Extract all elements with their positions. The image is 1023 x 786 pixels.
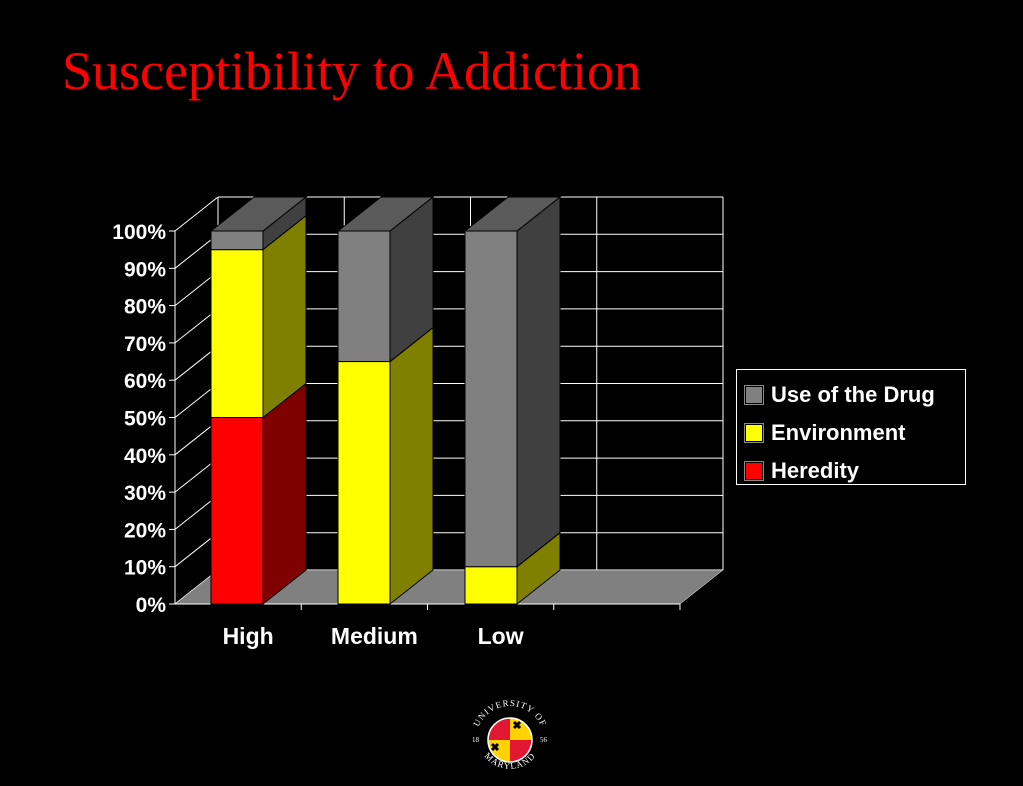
y-tick-label: 80%	[124, 296, 166, 319]
university-seal-logo: UNIVERSITY OF MARYLAND 18 56	[471, 698, 548, 771]
x-category-label: High	[223, 623, 274, 649]
legend-item: Environment	[744, 414, 965, 452]
x-category-label: Medium	[331, 623, 418, 649]
bar-front-face	[464, 230, 518, 568]
bar-segment	[210, 382, 307, 606]
x-category-label: Low	[478, 623, 524, 649]
y-tick-label: 30%	[124, 482, 166, 505]
legend-swatch	[744, 423, 764, 443]
side-wall-gridline	[174, 196, 219, 232]
legend-label: Environment	[771, 420, 906, 445]
bar-side-face	[262, 382, 307, 606]
bar-front-face	[337, 230, 391, 363]
y-tick-label: 20%	[124, 519, 166, 542]
y-axis-tick-labels: 0% 10% 20% 30% 40% 50% 60% 70% 80% 90% 100%	[112, 221, 166, 617]
y-tick-label: 60%	[124, 370, 166, 393]
bar-front-face	[210, 249, 264, 418]
chart-legend: Use of the Drug Environment Heredity	[736, 369, 966, 485]
y-tick-label: 100%	[112, 221, 166, 244]
seal-year-right: 56	[540, 736, 548, 744]
y-tick-label: 70%	[124, 333, 166, 356]
bar-top-face	[336, 196, 435, 232]
bar-front-face	[210, 230, 264, 251]
y-tick-label: 90%	[124, 258, 166, 281]
legend-item: Heredity	[744, 452, 965, 490]
bar-side-face	[516, 195, 561, 568]
bar-segment	[337, 326, 434, 606]
bar-front-face	[464, 566, 518, 605]
bar-front-face	[210, 417, 264, 605]
bar-side-face	[262, 214, 307, 419]
legend-label: Heredity	[771, 458, 860, 483]
y-tick-label: 40%	[124, 445, 166, 468]
legend-item: Use of the Drug	[744, 376, 965, 414]
y-tick-label: 10%	[124, 557, 166, 580]
legend-swatch	[744, 385, 764, 405]
seal-year-left: 18	[472, 736, 480, 744]
slide-title: Susceptibility to Addiction	[62, 41, 641, 101]
bar-segment	[337, 195, 434, 363]
chart-bars	[209, 195, 562, 606]
legend-swatch	[744, 461, 764, 481]
bar-segment	[210, 214, 307, 419]
bar-top-face	[463, 196, 562, 232]
y-tick-label: 50%	[124, 408, 166, 431]
bar-segment	[464, 195, 561, 568]
bar-top-face	[209, 196, 308, 232]
x-axis-category-labels: High Medium Low	[223, 623, 524, 649]
bar-front-face	[337, 361, 391, 605]
bar-side-face	[389, 326, 434, 606]
y-tick-label: 0%	[136, 594, 167, 617]
bar-segment	[464, 531, 561, 606]
legend-label: Use of the Drug	[771, 382, 935, 407]
